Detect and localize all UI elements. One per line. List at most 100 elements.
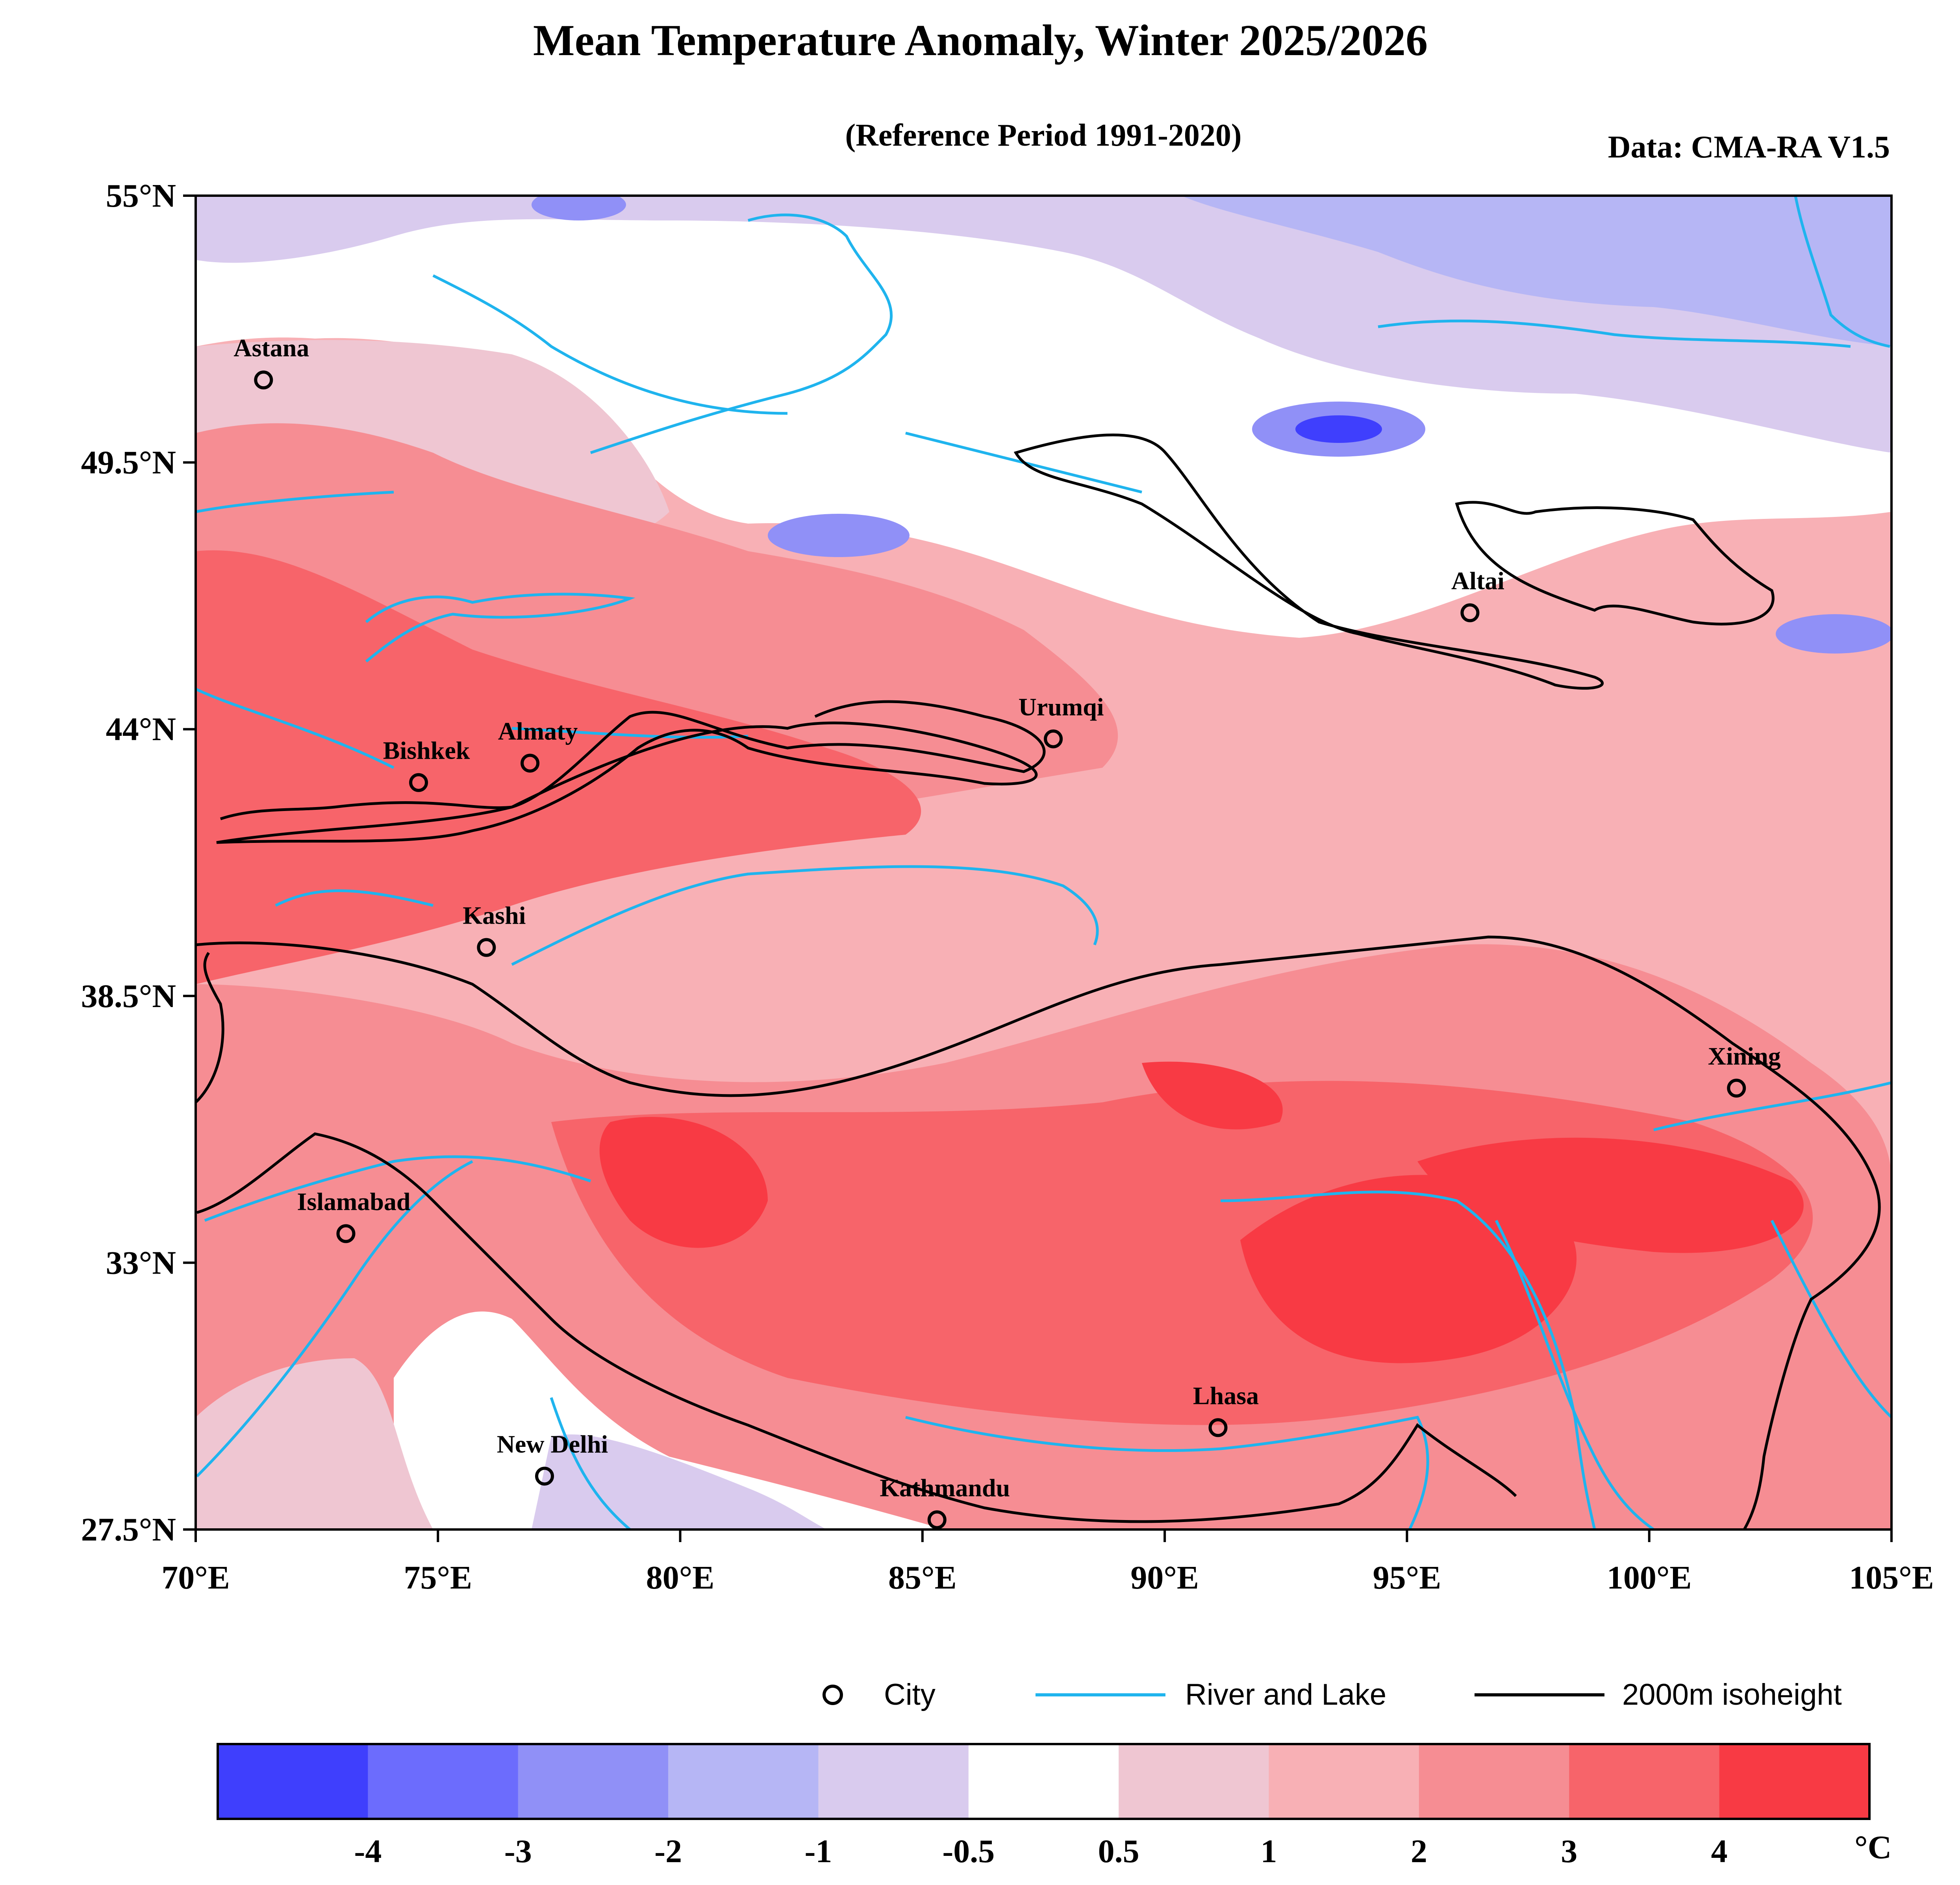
isoheight-pamir-plateau [196,935,1881,1529]
city-label: Almaty [498,717,578,745]
city-marker [1727,1078,1746,1098]
map-title: Mean Temperature Anomaly, Winter 2025/20… [533,16,1428,65]
colorbar-label: 1 [1261,1833,1277,1870]
river-indus-2 [204,1155,591,1222]
colorbar-swatch [218,1744,369,1819]
colorbar-swatch [1569,1744,1720,1819]
legend-city-icon [823,1685,843,1705]
colorbar-swatch [1719,1744,1870,1819]
y-tick-label: 33°N [106,1244,176,1281]
river-mekong [1495,1220,1655,1529]
city-label: Altai [1451,567,1504,595]
colorbar-label: 0.5 [1098,1833,1139,1870]
y-tick-label: 44°N [106,711,176,748]
city-label: New Delhi [497,1430,608,1458]
colorbar-frame [217,1743,1871,1820]
x-tick-label: 95°E [1373,1559,1441,1596]
river-syr [196,687,395,769]
anomaly-plateau-hottest-2 [1417,1137,1804,1253]
x-tick-label: 85°E [888,1559,957,1596]
colorbar-swatch [1419,1744,1570,1819]
legend-city-label: City [884,1678,936,1711]
city-marker [1208,1418,1228,1437]
colorbar-label: 2 [1411,1833,1427,1870]
legend-river-label: River and Lake [1185,1678,1386,1711]
x-tick-label: 80°E [646,1559,715,1596]
data-source: Data: CMA-RA V1.5 [1608,130,1890,165]
colorbar-swatch [968,1744,1119,1819]
city-marker [477,938,496,957]
river-east-1 [1770,1220,1891,1418]
city-marker [1044,729,1063,748]
river-kashi-area [275,889,433,907]
colorbar-swatch [668,1744,819,1819]
map-frame [195,194,1893,1531]
anomaly-plateau-hottest-3 [599,1117,768,1248]
river-lake-balkhash [365,593,635,663]
colorbar-swatch [368,1744,519,1819]
city-label: Lhasa [1193,1381,1259,1409]
river-irtysh [590,213,893,454]
anomaly-north-cold [1181,196,1891,346]
x-tick-label: 90°E [1130,1559,1199,1596]
isoheight-tianshan-main [220,700,1046,820]
colorbar-label: -3 [504,1833,532,1870]
anomaly-cold-core-3 [1776,614,1891,654]
colorbar-swatch [1119,1744,1269,1819]
city-marker [409,773,428,792]
isoheight-2000m [196,433,1881,1529]
isoheight-khangai [1455,501,1775,626]
colorbar: -4 -3 -2 -1 -0.5 0.5 1 2 3 4 [217,1743,1871,1870]
anomaly-plateau-hottest-1 [1240,1175,1577,1363]
legend-isoheight-label: 2000m isoheight [1622,1678,1842,1711]
colorbar-label: 3 [1561,1833,1577,1870]
anomaly-tarim [669,846,1142,1028]
y-tick-label: 27.5°N [81,1511,176,1548]
city-label: Kathmandu [880,1474,1010,1502]
map-legend: City River and Lake 2000m isoheight [823,1678,1842,1711]
river-west-kz [196,491,394,513]
colorbar-label: -1 [804,1833,832,1870]
x-tick-label: 105°E [1849,1559,1934,1596]
y-tick-label: 38.5°N [81,978,176,1015]
city-marker [521,754,540,773]
anomaly-cold-core-4 [532,196,626,220]
isoheight-west-edge [196,952,224,1104]
river-baikal [1794,196,1890,348]
colorbar-label: -0.5 [942,1833,995,1870]
map-subtitle: (Reference Period 1991-2020) [845,118,1241,153]
anomaly-plateau-hottest-4 [1142,1061,1283,1130]
city-marker [535,1467,554,1486]
x-tick-label: 100°E [1607,1559,1692,1596]
city-label: Urumqi [1019,693,1104,721]
colorbar-swatch [1269,1744,1419,1819]
river-ili [511,727,748,739]
city-marker [927,1510,947,1529]
anomaly-india-white [394,1311,945,1529]
city-marker [336,1224,356,1243]
anomaly-west-hot [196,550,921,984]
river-ob [432,274,788,415]
river-ganges [550,1397,631,1529]
x-tick-label: 70°E [161,1559,230,1596]
city-label: Astana [233,334,309,362]
anomaly-cold-core-1b [1295,415,1382,443]
colorbar-label: -4 [354,1833,382,1870]
isoheight-altai [1013,433,1604,690]
x-tick-label: 75°E [404,1559,472,1596]
river-yellow [1653,1081,1891,1131]
city-label: Kashi [463,902,526,930]
anomaly-field [196,196,1891,1529]
colorbar-unit: °C [1854,1829,1891,1866]
map-axes: 70°E 75°E 80°E 85°E 90°E 95°E 100°E 105°E 55°N 49… [81,178,1934,1596]
city-marker [254,370,273,390]
city-label: Islamabad [297,1187,410,1215]
isoheight-himalaya [196,1132,1517,1523]
city-label: Bishkek [383,737,470,765]
river-tarim [511,865,1099,966]
anomaly-west-pink [196,1358,433,1529]
river-indus [196,1160,473,1478]
river-yarlung [905,1416,1429,1529]
colorbar-label: 4 [1711,1833,1728,1870]
y-tick-label: 55°N [106,178,176,214]
